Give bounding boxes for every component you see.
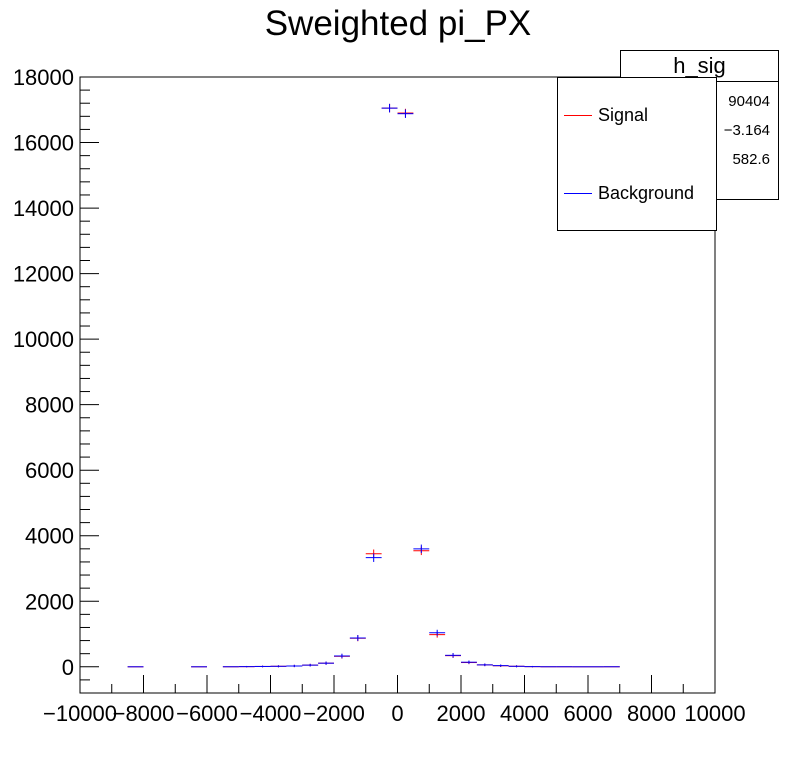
stats-value-entries: 90404 xyxy=(728,93,770,110)
legend-label-signal: Signal xyxy=(598,104,649,125)
x-tick-label: 6000 xyxy=(564,701,613,726)
series-layer xyxy=(127,103,620,668)
x-tick-label: 0 xyxy=(391,701,403,726)
y-tick-label: 14000 xyxy=(13,196,74,221)
y-tick-label: 8000 xyxy=(25,393,74,418)
x-tick-label: 8000 xyxy=(627,701,676,726)
x-tick-label: 2000 xyxy=(437,701,486,726)
x-tick-label: −4000 xyxy=(240,701,302,726)
legend-swatch-signal xyxy=(564,114,592,116)
y-tick-label: 2000 xyxy=(25,589,74,614)
legend-swatch-background xyxy=(564,192,592,194)
x-tick-label: −2000 xyxy=(303,701,365,726)
y-tick-label: 16000 xyxy=(13,131,74,156)
legend-label-background: Background xyxy=(598,182,695,203)
x-tick-label: 4000 xyxy=(500,701,549,726)
y-tick-label: 12000 xyxy=(13,262,74,287)
y-tick-label: 18000 xyxy=(13,65,74,90)
legend-entry-signal: Signal xyxy=(564,105,648,125)
chart-title: Sweighted pi_PX xyxy=(264,4,532,43)
stats-value-stddev: 582.6 xyxy=(732,151,770,168)
axes: −10000−8000 −6000 −4000 −2000 0 2000 4000 6000 8… xyxy=(13,65,746,726)
x-tick-label: −6000 xyxy=(176,701,238,726)
stats-value-mean: −3.164 xyxy=(723,122,770,139)
y-tick-label: 4000 xyxy=(25,524,74,549)
y-tick-label: 6000 xyxy=(25,458,74,483)
y-tick-label: 10000 xyxy=(13,327,74,352)
x-tick-label: −10000 xyxy=(43,701,117,726)
x-tick-label: 10000 xyxy=(684,701,745,726)
legend-entry-background: Background xyxy=(564,183,694,203)
legend: Signal Background xyxy=(557,77,717,231)
x-tick-label: −8000 xyxy=(113,701,175,726)
y-tick-label: 0 xyxy=(62,655,74,680)
